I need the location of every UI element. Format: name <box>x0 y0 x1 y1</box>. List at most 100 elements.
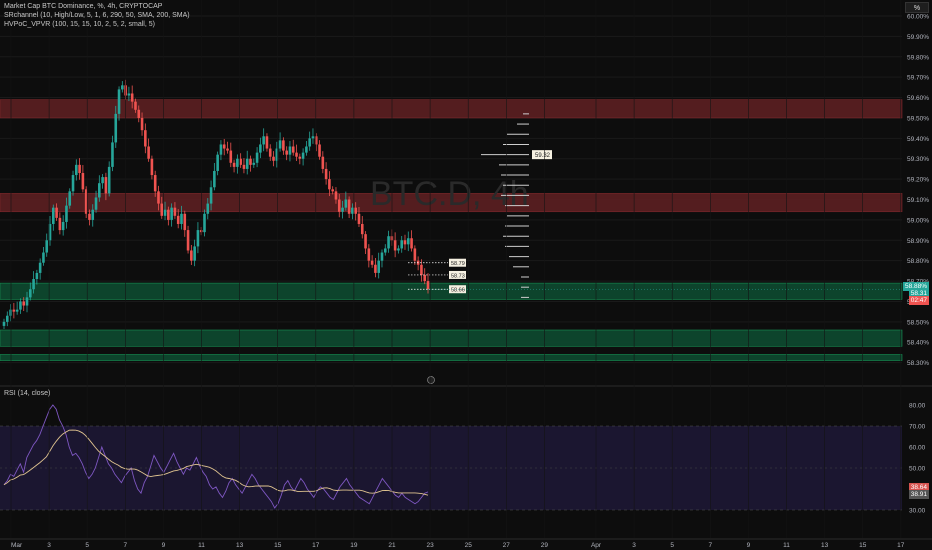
price-axis-tick: 58.30% <box>907 360 929 367</box>
candle-body <box>380 252 384 261</box>
candle-body <box>328 179 331 190</box>
candle-body <box>140 117 144 131</box>
indicator-srchannel[interactable]: SRchannel (10, High/Low, 5, 1, 6, 290, 5… <box>4 12 190 19</box>
candle-body <box>216 154 219 171</box>
candle-body <box>249 158 252 165</box>
candle-body <box>111 142 114 167</box>
candle-body <box>288 146 292 155</box>
candle-body <box>38 262 42 273</box>
candle-body <box>282 140 285 151</box>
candle-body <box>12 309 16 312</box>
candle-body <box>301 152 305 159</box>
candle-body <box>321 156 325 169</box>
time-axis-label: 17 <box>897 542 905 549</box>
candle-body <box>426 281 430 290</box>
rsi-axis-tick: 50.00 <box>909 466 926 473</box>
chart-watermark: BTC.D, 4h <box>370 175 529 213</box>
candle-body <box>75 164 78 176</box>
time-axis-label: 7 <box>123 542 127 549</box>
candle-body <box>104 177 108 194</box>
candle-body <box>94 197 98 210</box>
resistance-zone[interactable] <box>0 193 903 213</box>
candle-body <box>291 146 295 153</box>
candle-body <box>45 240 49 253</box>
time-axis-label: 9 <box>747 542 751 549</box>
candle-body <box>245 158 249 169</box>
candle-body <box>5 315 9 322</box>
candle-body <box>331 189 334 192</box>
price-axis-tick: 59.90% <box>907 34 929 41</box>
candle-body <box>121 85 124 90</box>
event-marker-icon[interactable] <box>427 376 435 384</box>
candle-body <box>410 238 413 249</box>
support-zone[interactable] <box>0 354 903 361</box>
candle-body <box>88 213 91 220</box>
candle-body <box>124 85 127 96</box>
candle-body <box>219 144 223 155</box>
chart-title[interactable]: Market Cap BTC Dominance, %, 4h, CRYPTOC… <box>4 3 163 10</box>
price-tag-label: 58.79 <box>451 261 465 267</box>
candle-body <box>308 138 311 147</box>
candle-body <box>403 240 407 245</box>
current-price-label: 58.88% <box>902 282 929 291</box>
price-tag-bg <box>449 270 466 279</box>
candle-body <box>163 209 167 216</box>
candle-body <box>305 146 308 153</box>
candle-body <box>255 152 259 163</box>
candle-body <box>278 140 282 149</box>
rsi-line <box>3 404 429 509</box>
resistance-zone[interactable] <box>0 99 903 119</box>
support-zone[interactable] <box>0 329 903 347</box>
candle-body <box>42 252 45 263</box>
candle-body <box>91 209 95 220</box>
candle-body <box>35 272 39 280</box>
price-axis-tick: 60.00% <box>907 14 929 21</box>
candle-body <box>265 136 269 149</box>
time-axis-label: 3 <box>47 542 51 549</box>
rsi-title[interactable]: RSI (14, close) <box>4 390 51 397</box>
candle-body <box>318 144 321 157</box>
candle-body <box>259 144 262 153</box>
current-price-sub: 58.31 <box>908 289 929 298</box>
time-axis-label: 5 <box>670 542 674 549</box>
candle-body <box>229 150 233 163</box>
candle-body <box>193 246 196 261</box>
rsi-ma-line <box>3 429 429 496</box>
candle-body <box>84 189 88 214</box>
price-tag-bg <box>449 258 466 267</box>
time-axis-label: 11 <box>198 542 205 549</box>
candle-body <box>239 158 242 165</box>
candle-body <box>134 101 137 110</box>
candle-body <box>298 156 302 159</box>
candle-body <box>153 175 157 192</box>
candle-body <box>360 223 364 235</box>
candle-body <box>117 89 121 114</box>
candle-body <box>324 168 328 180</box>
price-axis-tick: 58.90% <box>907 238 929 245</box>
price-axis-tick: 59.80% <box>907 54 929 61</box>
price-axis-tick: 59.50% <box>907 115 929 122</box>
rsi-axis-tick: 80.00 <box>909 403 926 410</box>
scale-percent-button[interactable]: % <box>905 2 929 13</box>
candle-body <box>81 173 85 190</box>
candle-body <box>406 238 410 245</box>
candle-body <box>206 203 210 214</box>
candle-body <box>15 309 19 312</box>
time-axis-label: 17 <box>312 542 320 549</box>
price-axis-tick: 59.20% <box>907 177 929 184</box>
rsi-value-label: 38.64 <box>908 483 929 492</box>
candle-body <box>98 183 101 198</box>
price-axis-tick: 58.80% <box>907 258 929 265</box>
candle-body <box>160 203 164 216</box>
candle-body <box>196 230 200 247</box>
indicator-hvpoc-vpvr[interactable]: HVPoC_VPVR (100, 15, 15, 10, 2, 5, 2, sm… <box>4 21 155 28</box>
time-axis-label: 15 <box>274 542 282 549</box>
candle-body <box>232 162 236 167</box>
candle-body <box>337 199 341 212</box>
price-tag-bg <box>449 285 466 294</box>
candle-body <box>180 213 183 224</box>
candle-body <box>252 162 256 165</box>
price-axis-tick: 59.30% <box>907 156 929 163</box>
